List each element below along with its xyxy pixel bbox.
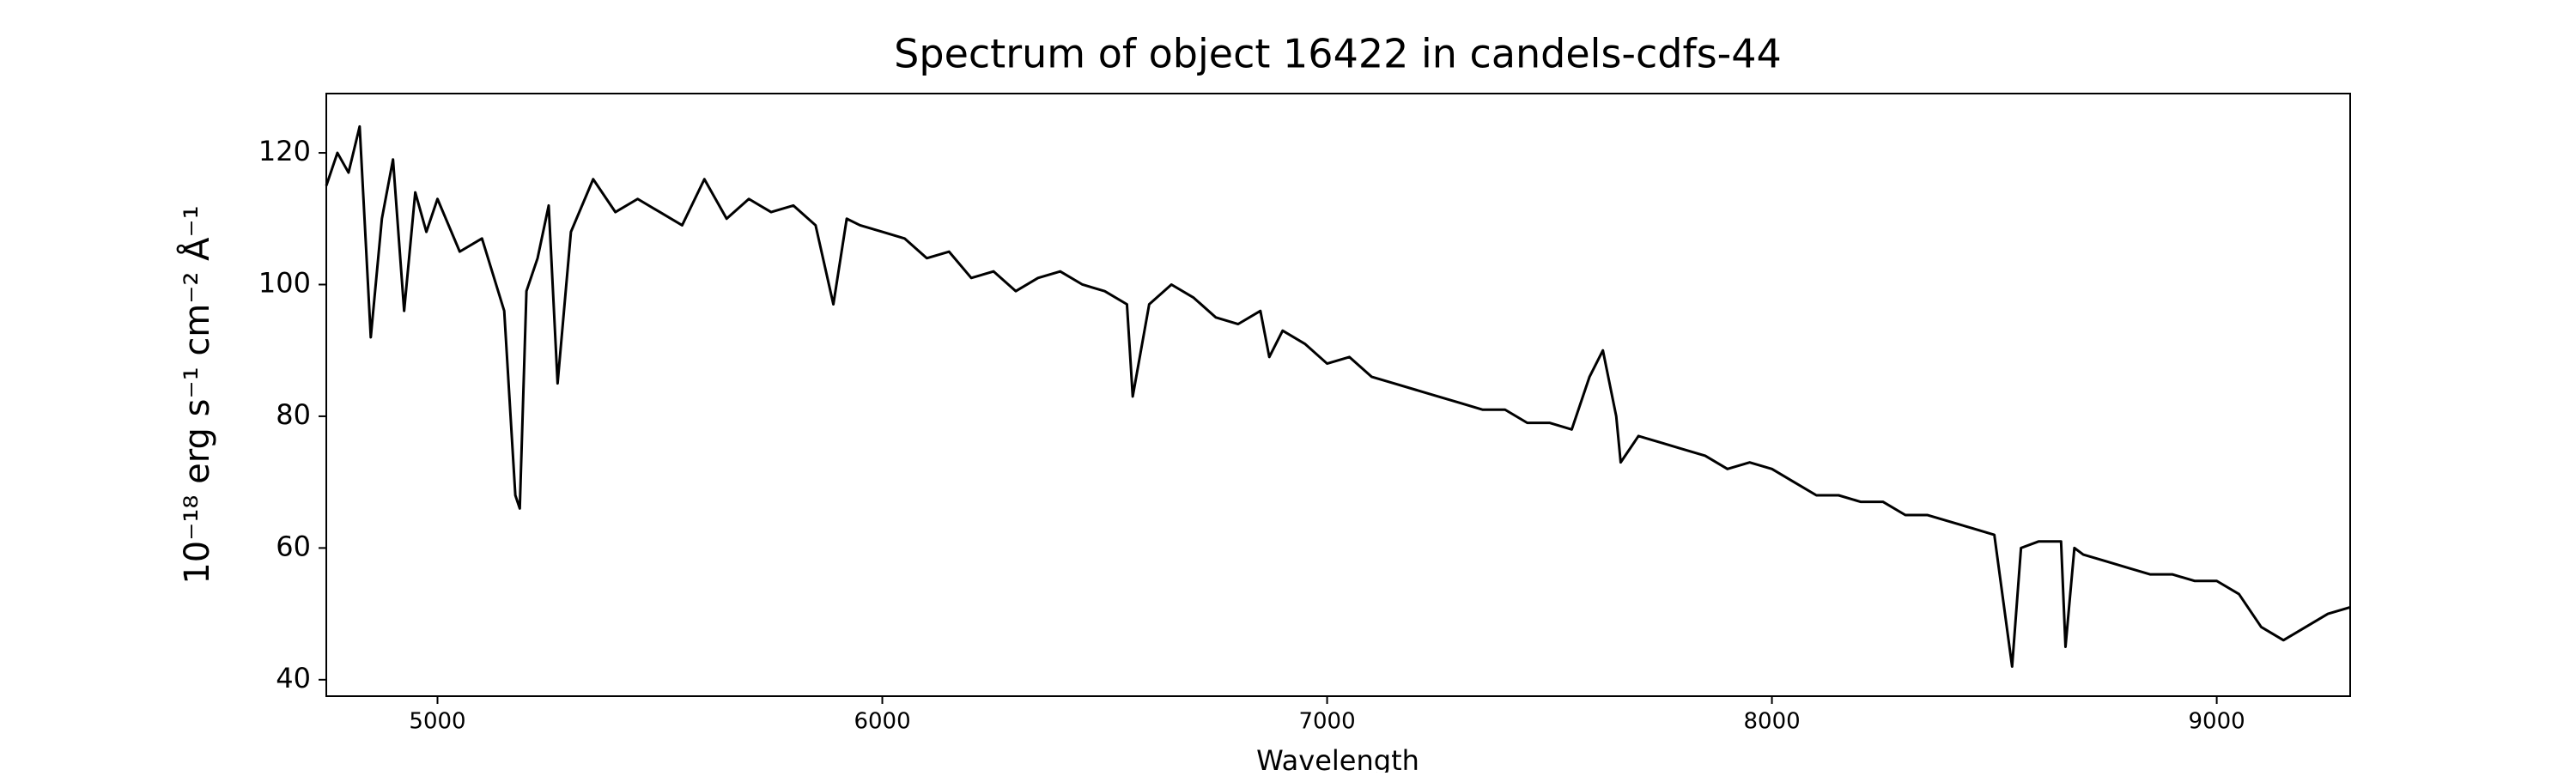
x-tick-label: 6000 bbox=[854, 709, 910, 735]
y-tick-label: 100 bbox=[258, 266, 311, 299]
chart-title: Spectrum of object 16422 in candels-cdfs… bbox=[894, 31, 1782, 77]
x-tick-label: 5000 bbox=[409, 709, 465, 735]
spectrum-line bbox=[325, 124, 2351, 668]
x-axis-label: Wavelength bbox=[1256, 744, 1419, 773]
x-tick-label: 9000 bbox=[2189, 709, 2245, 735]
plot-frame bbox=[325, 93, 2351, 697]
x-tick-label: 7000 bbox=[1298, 709, 1355, 735]
y-tick-label: 120 bbox=[258, 135, 311, 167]
y-tick-label: 80 bbox=[276, 398, 311, 431]
y-tick-label: 40 bbox=[276, 662, 311, 694]
y-axis-label: 10⁻¹⁸ erg s⁻¹ cm⁻² Å⁻¹ bbox=[176, 205, 217, 584]
y-tick-label: 60 bbox=[276, 530, 311, 562]
x-tick-label: 8000 bbox=[1743, 709, 1800, 735]
